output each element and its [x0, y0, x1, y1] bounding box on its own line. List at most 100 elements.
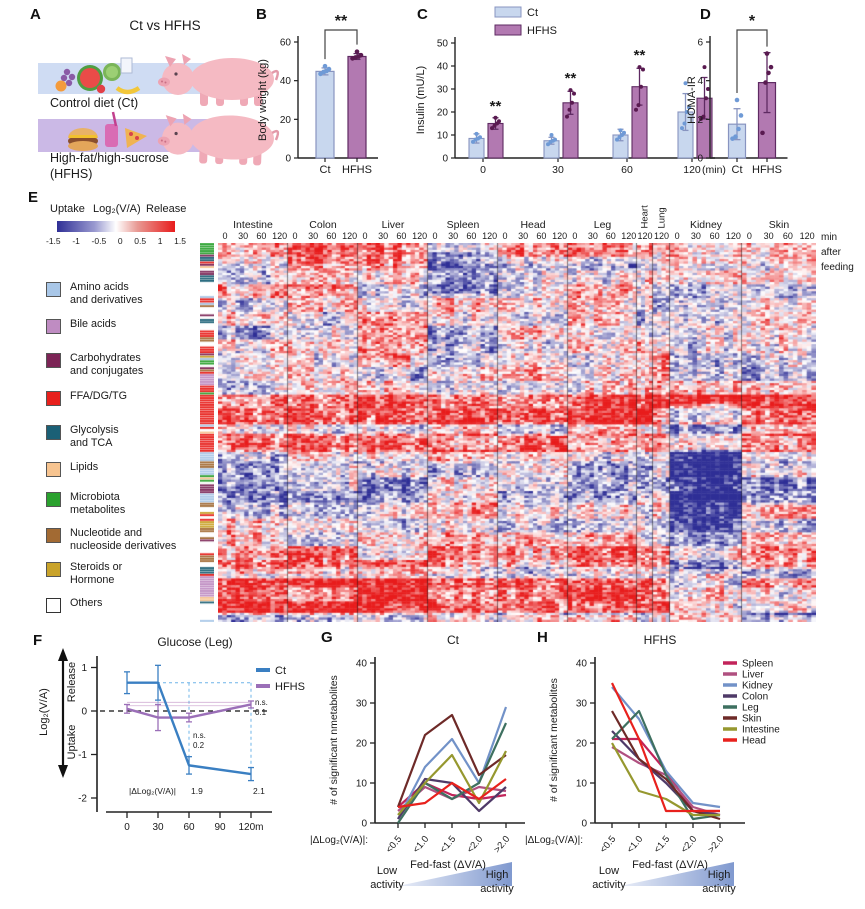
- colorbar-tick: -1.5: [46, 236, 61, 246]
- svg-text:n.s.: n.s.: [193, 731, 206, 740]
- svg-text:0: 0: [361, 819, 367, 830]
- category-swatch: [46, 425, 61, 440]
- svg-text:20: 20: [356, 739, 368, 750]
- time-tick-label: 120: [412, 231, 428, 241]
- panel-label-d: D: [700, 6, 711, 23]
- time-tick-label: 0: [292, 231, 298, 241]
- heatmap-canvas: [218, 243, 816, 622]
- svg-text:<1.0: <1.0: [411, 834, 431, 855]
- body-weight-chart: 0 20 40 60 Ct HFHS ** Body weight (kg): [257, 13, 378, 176]
- svg-text:40: 40: [356, 659, 368, 670]
- panel-label-f: F: [33, 632, 43, 649]
- time-tick-label: 60: [396, 231, 407, 241]
- category-swatch: [46, 391, 61, 406]
- time-tick-label: 120: [725, 231, 741, 241]
- svg-text:Intestine: Intestine: [742, 725, 780, 736]
- svg-text:<0.5: <0.5: [598, 834, 618, 855]
- svg-text:90: 90: [214, 822, 226, 833]
- svg-text:2: 2: [697, 115, 703, 126]
- colorbar-uptake-label: Uptake: [50, 203, 85, 215]
- svg-text:Kidney: Kidney: [742, 681, 773, 692]
- svg-text:Ct: Ct: [275, 665, 286, 677]
- colorbar-tick: 1.5: [174, 236, 186, 246]
- svg-text:60: 60: [621, 164, 633, 176]
- colorbar-ticks: -1.5 -1 -0.5 0 0.5 1 1.5: [46, 236, 186, 246]
- colorbar-tick: -1: [72, 236, 80, 246]
- svg-text:<2.0: <2.0: [679, 834, 699, 855]
- svg-text:1.9: 1.9: [191, 786, 203, 796]
- svg-text:120m: 120m: [238, 822, 263, 833]
- svg-text:Insulin (mU/L): Insulin (mU/L): [415, 66, 427, 134]
- time-tick-label: 30: [238, 231, 249, 241]
- svg-text:activity: activity: [480, 883, 514, 895]
- svg-text:<1.0: <1.0: [625, 834, 645, 855]
- svg-text:<2.0: <2.0: [465, 834, 485, 855]
- category-swatch: [46, 282, 61, 297]
- category-label: Glycolysis and TCA: [70, 424, 119, 450]
- time-tick-label: 30: [378, 231, 389, 241]
- svg-text:*: *: [749, 13, 756, 30]
- time-tick-label: 0: [674, 231, 680, 241]
- time-tick-label: 60: [256, 231, 267, 241]
- tissue-label: Colon: [309, 219, 337, 231]
- panel-a-title: Ct vs HFHS: [129, 18, 201, 33]
- tissue-label: Heart: [639, 205, 651, 229]
- svg-text:0: 0: [285, 154, 291, 165]
- svg-text:Liver: Liver: [742, 670, 764, 681]
- svg-text:<0.5: <0.5: [384, 834, 404, 855]
- time-tick-label: 30: [587, 231, 598, 241]
- category-item: Bile acids: [46, 318, 196, 334]
- svg-text:High: High: [708, 869, 731, 881]
- healthy-food-illustration: [55, 57, 141, 95]
- panel-label-b: B: [256, 6, 267, 23]
- panel-label-a: A: [30, 6, 41, 23]
- svg-text:30: 30: [552, 164, 564, 176]
- svg-text:50: 50: [437, 39, 449, 50]
- time-tick-label: 120: [621, 231, 637, 241]
- svg-text:30: 30: [356, 699, 368, 710]
- time-tick-label: 30: [448, 231, 459, 241]
- svg-text:**: **: [634, 47, 646, 64]
- svg-text:Low: Low: [599, 865, 619, 877]
- colorbar-tick: 0: [117, 236, 123, 246]
- tissue-label: Leg: [593, 219, 612, 231]
- glucose-leg-chart: 1 0 -1 -2 0 30 60 90 120m Ct HFHS |ΔLog₂(V/A)| 1.9 2.…: [38, 635, 305, 833]
- svg-text:HFHS: HFHS: [275, 681, 305, 693]
- time-tick-label: 0: [746, 231, 752, 241]
- category-label: Bile acids: [70, 318, 117, 330]
- tissue-label: Intestine: [233, 219, 273, 231]
- svg-text:# of significant metabolites: # of significant metabolites: [548, 678, 560, 802]
- svg-text:n.s.: n.s.: [255, 698, 268, 707]
- svg-text:60: 60: [183, 822, 195, 833]
- svg-text:<1.5: <1.5: [438, 834, 458, 855]
- category-swatch: [46, 598, 61, 613]
- svg-text:activity: activity: [702, 883, 736, 895]
- category-swatch: [46, 462, 61, 477]
- svg-text:0.1: 0.1: [255, 708, 267, 717]
- category-swatch: [46, 528, 61, 543]
- time-tick-label: 120: [272, 231, 288, 241]
- category-item: Glycolysis and TCA: [46, 424, 196, 450]
- svg-text:Uptake: Uptake: [66, 725, 78, 760]
- tissue-label: Kidney: [689, 219, 723, 231]
- svg-text:Glucose (Leg): Glucose (Leg): [157, 635, 232, 649]
- time-tick-label: 60: [536, 231, 547, 241]
- svg-text:10: 10: [356, 779, 368, 790]
- time-tick-label: 60: [709, 231, 720, 241]
- metabolite-category-strip: [200, 243, 214, 622]
- svg-text:30: 30: [152, 822, 164, 833]
- tissue-label: Skin: [768, 219, 790, 231]
- svg-text:Spleen: Spleen: [742, 659, 773, 670]
- svg-text:HFHS: HFHS: [342, 164, 372, 176]
- svg-text:HFHS: HFHS: [527, 25, 557, 37]
- tissue-label: Lung: [656, 207, 667, 229]
- colorbar-tick: -0.5: [91, 236, 107, 246]
- time-tick-label: 120: [799, 231, 815, 241]
- colorbar-release-label: Release: [146, 203, 187, 215]
- time-tick-label: 120: [342, 231, 358, 241]
- svg-text:|ΔLog₂(V/A)|: |ΔLog₂(V/A)|: [129, 786, 176, 796]
- svg-text:40: 40: [280, 76, 292, 87]
- svg-text:20: 20: [437, 108, 449, 119]
- panel-label-h: H: [537, 629, 548, 646]
